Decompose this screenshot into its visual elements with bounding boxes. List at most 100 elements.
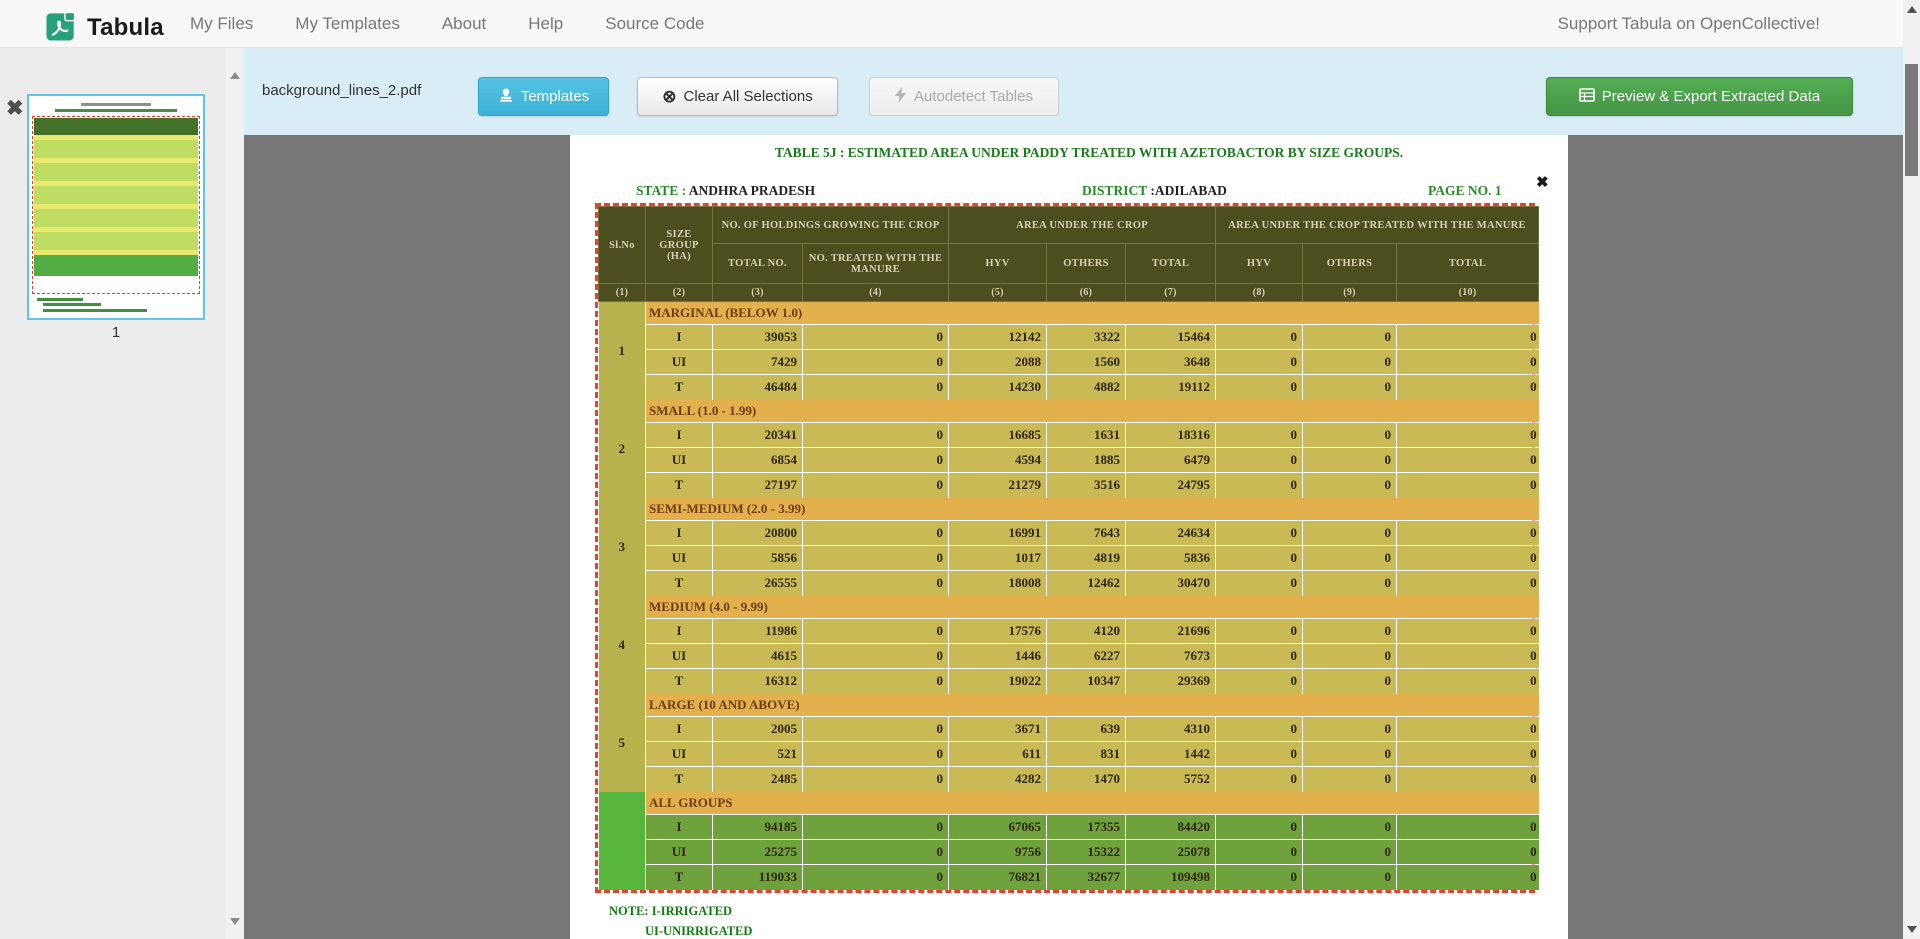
- scroll-down-arrow[interactable]: [230, 918, 240, 925]
- autodetect-tables-button[interactable]: Autodetect Tables: [869, 77, 1059, 116]
- slno-cell: 1: [599, 302, 646, 400]
- table-cell: 0: [1397, 840, 1539, 865]
- column-number-cell: (6): [1047, 284, 1126, 302]
- clear-selections-button[interactable]: ⊗ Clear All Selections: [637, 77, 838, 116]
- table-cell: 4310: [1126, 717, 1216, 742]
- table-section: 3SEMI-MEDIUM (2.0 - 3.99)I20800016991764…: [599, 498, 1539, 596]
- table-row: I39053012142332215464000: [599, 325, 1539, 350]
- row-label-cell: UI: [646, 350, 713, 375]
- table-row: UI25275097561532225078000: [599, 840, 1539, 865]
- support-link[interactable]: Support Tabula on OpenCollective!: [1558, 14, 1820, 34]
- templates-button[interactable]: Templates: [478, 77, 609, 116]
- page-no-field: PAGE NO. 1: [1428, 183, 1502, 199]
- table-selection[interactable]: Sl.NoSIZE GROUP (HA)NO. OF HOLDINGS GROW…: [595, 203, 1535, 893]
- table-cell: 0: [1216, 619, 1303, 644]
- header-cell: AREA UNDER THE CROP TREATED WITH THE MAN…: [1216, 207, 1539, 244]
- note-line: NOTE: I-IRRIGATED: [609, 901, 752, 921]
- selection-close-button[interactable]: ✖: [1536, 176, 1549, 191]
- table-cell: 46484: [713, 375, 803, 400]
- thumbnail-note-line: [37, 298, 83, 301]
- table-cell: 15322: [1047, 840, 1126, 865]
- table-cell: 1560: [1047, 350, 1126, 375]
- thumbnail-note-line: [43, 303, 101, 306]
- table-cell: 1446: [949, 644, 1047, 669]
- table-cell: 24795: [1126, 473, 1216, 498]
- table-cell: 5752: [1126, 767, 1216, 792]
- note-line: UI-UNIRRIGATED: [645, 921, 752, 939]
- table-cell: 2005: [713, 717, 803, 742]
- column-number-cell: (1): [599, 284, 646, 302]
- column-number-cell: (3): [713, 284, 803, 302]
- table-cell: 0: [1397, 742, 1539, 767]
- table-cell: 0: [1303, 644, 1397, 669]
- table-cell: 14230: [949, 375, 1047, 400]
- slno-cell: 3: [599, 498, 646, 596]
- table-cell: 12142: [949, 325, 1047, 350]
- table-cell: 0: [803, 717, 949, 742]
- table-cell: 0: [1303, 375, 1397, 400]
- table-cell: 0: [1303, 521, 1397, 546]
- brand-title: Tabula: [87, 14, 164, 42]
- row-label-cell: T: [646, 375, 713, 400]
- pdf-page: TABLE 5J : ESTIMATED AREA UNDER PADDY TR…: [570, 135, 1568, 939]
- table-section: 1MARGINAL (BELOW 1.0)I390530121423322154…: [599, 302, 1539, 400]
- table-cell: 15464: [1126, 325, 1216, 350]
- row-label-cell: T: [646, 473, 713, 498]
- table-cell: 0: [1303, 717, 1397, 742]
- row-label-cell: I: [646, 619, 713, 644]
- table-row: UI68540459418856479000: [599, 448, 1539, 473]
- table-row: I2005036716394310000: [599, 717, 1539, 742]
- table-cell: 2088: [949, 350, 1047, 375]
- scrollbar-thumb[interactable]: [1905, 64, 1918, 176]
- table-cell: 9756: [949, 840, 1047, 865]
- nav-item-source-code[interactable]: Source Code: [605, 14, 704, 34]
- window-scrollbar[interactable]: [1903, 0, 1920, 939]
- table-cell: 0: [803, 571, 949, 596]
- table-cell: 0: [1397, 375, 1539, 400]
- column-number-cell: (8): [1216, 284, 1303, 302]
- table-cell: 24634: [1126, 521, 1216, 546]
- table-cell: 67065: [949, 815, 1047, 840]
- table-cell: 0: [1216, 350, 1303, 375]
- nav-item-help[interactable]: Help: [528, 14, 563, 34]
- scroll-down-arrow[interactable]: [1907, 926, 1917, 933]
- page-number: 1: [27, 324, 205, 341]
- table-cell: 0: [1397, 767, 1539, 792]
- header-cell: TOTAL NO.: [713, 244, 803, 284]
- table-row: 3SEMI-MEDIUM (2.0 - 3.99): [599, 498, 1539, 521]
- table-cell: 11986: [713, 619, 803, 644]
- circle-x-icon: ⊗: [662, 88, 676, 105]
- table-cell: 7429: [713, 350, 803, 375]
- remove-page-button[interactable]: ✖: [6, 98, 24, 119]
- table-cell: 0: [803, 815, 949, 840]
- document-title: TABLE 5J : ESTIMATED AREA UNDER PADDY TR…: [570, 145, 1568, 161]
- table-cell: 0: [803, 840, 949, 865]
- nav-item-about[interactable]: About: [442, 14, 486, 34]
- nav-item-my-files[interactable]: My Files: [190, 14, 253, 34]
- scroll-up-arrow[interactable]: [230, 72, 240, 79]
- table-row: T27197021279351624795000: [599, 473, 1539, 498]
- row-label-cell: I: [646, 521, 713, 546]
- table-cell: 26555: [713, 571, 803, 596]
- page-thumbnail[interactable]: [27, 94, 205, 320]
- table-cell: 0: [1303, 546, 1397, 571]
- column-number-cell: (4): [803, 284, 949, 302]
- sidebar-scrollbar[interactable]: [226, 48, 244, 939]
- row-label-cell: T: [646, 865, 713, 890]
- brand-link[interactable]: Tabula: [46, 8, 164, 48]
- table-cell: 0: [803, 669, 949, 694]
- row-label-cell: UI: [646, 448, 713, 473]
- table-row: 5LARGE (10 AND ABOVE): [599, 694, 1539, 717]
- table-cell: 0: [1397, 619, 1539, 644]
- header-cell: TOTAL: [1126, 244, 1216, 284]
- table-cell: 30470: [1126, 571, 1216, 596]
- scroll-up-arrow[interactable]: [1907, 6, 1917, 13]
- table-cell: 0: [803, 767, 949, 792]
- row-label-cell: UI: [646, 742, 713, 767]
- table-cell: 0: [803, 473, 949, 498]
- nav-item-my-templates[interactable]: My Templates: [295, 14, 400, 34]
- export-button[interactable]: Preview & Export Extracted Data: [1546, 77, 1853, 116]
- table-row: T46484014230488219112000: [599, 375, 1539, 400]
- thumbnail-selection-outline: [32, 116, 200, 294]
- group-band-cell: SMALL (1.0 - 1.99): [646, 400, 1539, 423]
